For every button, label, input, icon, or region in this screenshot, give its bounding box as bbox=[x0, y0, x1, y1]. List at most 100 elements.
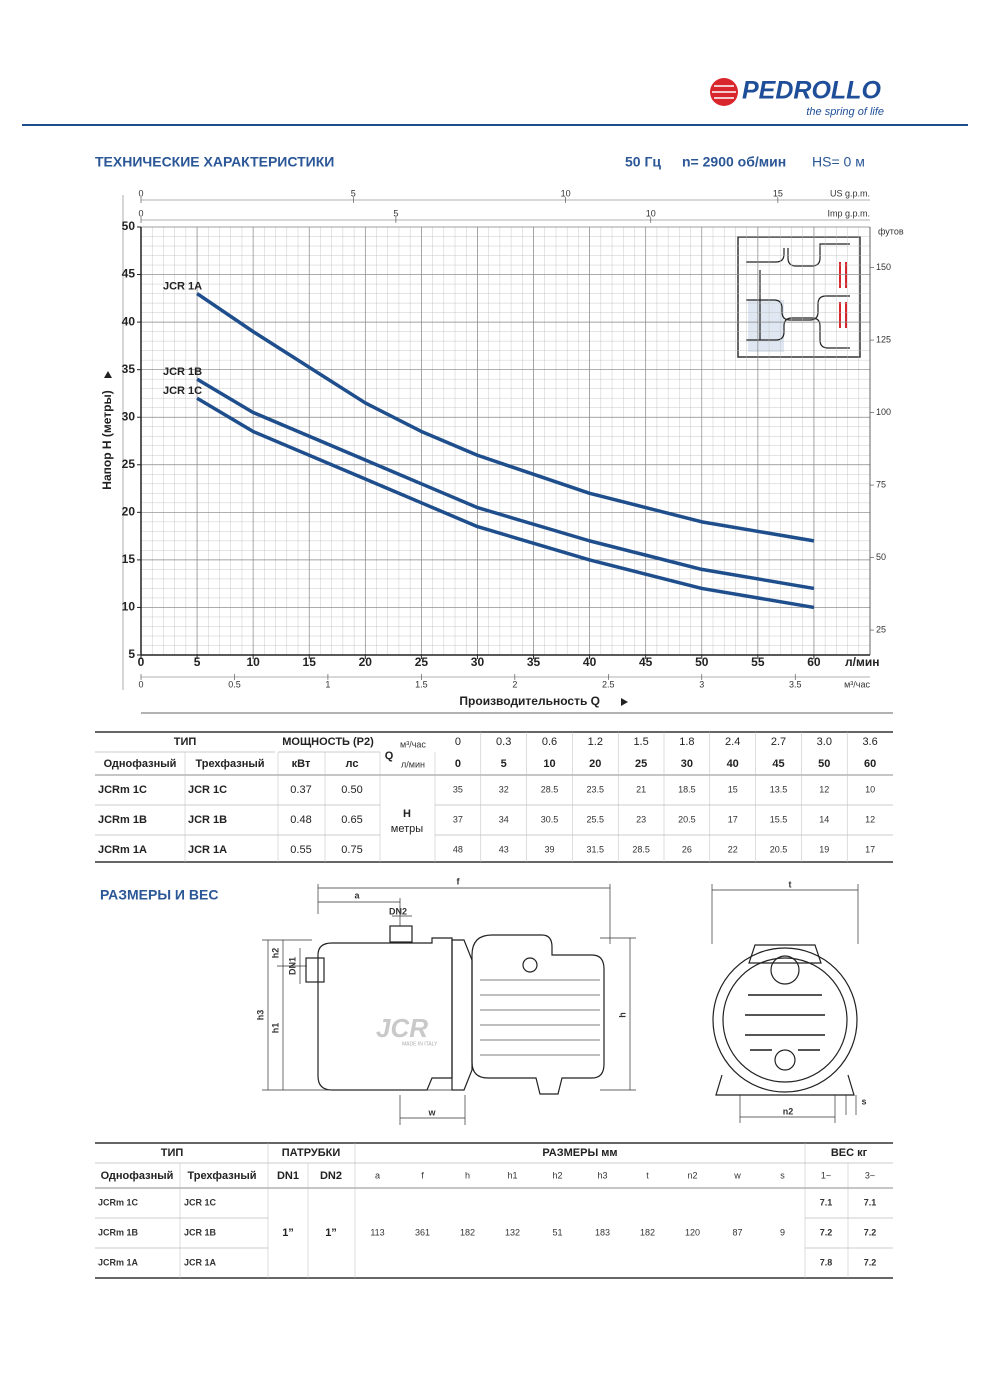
cell: 1.8 bbox=[679, 736, 694, 748]
frequency: 50 Гц bbox=[625, 154, 661, 170]
cell: ВЕС кг bbox=[831, 1147, 868, 1159]
cell: 182 bbox=[460, 1227, 475, 1237]
cell: 51 bbox=[552, 1227, 562, 1237]
cell: 10 bbox=[543, 758, 555, 770]
cell: 39 bbox=[544, 844, 554, 854]
dimension-label: h1 bbox=[270, 1023, 280, 1034]
dimension-label: a bbox=[354, 890, 360, 900]
cell: 18.5 bbox=[678, 784, 696, 794]
cell: 7.1 bbox=[864, 1197, 877, 1207]
cell: 10 bbox=[865, 784, 875, 794]
cell: f bbox=[421, 1170, 424, 1180]
cell: 40 bbox=[727, 758, 739, 770]
cell: JCRm 1C bbox=[98, 784, 147, 796]
cell: h3 bbox=[597, 1170, 607, 1180]
section-title: РАЗМЕРЫ И ВЕС bbox=[100, 887, 218, 903]
secondary-tick-label: 3 bbox=[699, 679, 704, 689]
cell: 45 bbox=[772, 758, 784, 770]
dimension-label: t bbox=[789, 879, 792, 889]
slogan: the spring of life bbox=[806, 106, 884, 118]
x-tick-label: 35 bbox=[527, 655, 541, 669]
y-tick-label: 50 bbox=[122, 219, 136, 233]
cell: 50 bbox=[818, 758, 830, 770]
cell: 25.5 bbox=[587, 814, 605, 824]
cell: Трехфазный bbox=[187, 1170, 256, 1182]
y-axis-label: Напор H (метры) bbox=[100, 390, 114, 489]
x-tick-label: 15 bbox=[303, 655, 317, 669]
cell: JCR 1B bbox=[188, 814, 227, 826]
dimension-label: h2 bbox=[270, 948, 280, 959]
cell: 37 bbox=[453, 814, 463, 824]
secondary-tick-label: 0.5 bbox=[228, 679, 241, 689]
brand: PEDROLLO bbox=[742, 77, 881, 105]
secondary-tick-label: 1.5 bbox=[415, 679, 428, 689]
cell: 9 bbox=[780, 1227, 785, 1237]
cell: 132 bbox=[505, 1227, 520, 1237]
suction: HS= 0 м bbox=[812, 154, 865, 170]
x-tick-label: 10 bbox=[246, 655, 260, 669]
x-tick-label: 50 bbox=[695, 655, 709, 669]
secondary-tick-label: 3.5 bbox=[789, 679, 802, 689]
y-tick-label: 40 bbox=[122, 314, 136, 328]
y-tick-label: 15 bbox=[122, 552, 136, 566]
secondary-tick-label: 150 bbox=[876, 262, 891, 272]
cell: 43 bbox=[499, 844, 509, 854]
cell: 1” bbox=[282, 1227, 294, 1239]
cell: 0.37 bbox=[290, 784, 311, 796]
cell: 113 bbox=[370, 1227, 384, 1237]
x-tick-label: 25 bbox=[415, 655, 429, 669]
dimension-label: n2 bbox=[783, 1106, 794, 1116]
cell: JCR 1B bbox=[184, 1227, 217, 1237]
y-tick-label: 45 bbox=[122, 267, 136, 281]
cell: 3~ bbox=[865, 1170, 875, 1180]
cell: 13.5 bbox=[770, 784, 788, 794]
x-axis-label: Производительность Q bbox=[459, 694, 600, 708]
cell: w bbox=[733, 1170, 741, 1180]
pump-side-view bbox=[262, 884, 636, 1125]
cell: t bbox=[646, 1170, 649, 1180]
dimension-label: s bbox=[861, 1096, 866, 1106]
cell: 12 bbox=[865, 814, 875, 824]
cell: РАЗМЕРЫ мм bbox=[542, 1147, 617, 1159]
dimension-label: DN2 bbox=[389, 906, 407, 916]
secondary-tick-label: 15 bbox=[773, 188, 783, 198]
cell: 1.2 bbox=[588, 736, 603, 748]
cell: 182 bbox=[640, 1227, 655, 1237]
cell: 20 bbox=[589, 758, 601, 770]
cell: 0.50 bbox=[341, 784, 362, 796]
cell: 12 bbox=[819, 784, 829, 794]
dimension-label: h3 bbox=[255, 1010, 265, 1021]
x-tick-label: 60 bbox=[807, 655, 821, 669]
secondary-tick-label: 0 bbox=[138, 188, 143, 198]
cell: H bbox=[403, 808, 411, 820]
cell: 17 bbox=[728, 814, 738, 824]
cell: JCR 1C bbox=[184, 1197, 217, 1207]
cell: 0.65 bbox=[341, 814, 362, 826]
cell: 5 bbox=[501, 758, 507, 770]
x-tick-label: 20 bbox=[359, 655, 373, 669]
cell: 35 bbox=[453, 784, 463, 794]
curve bbox=[196, 292, 815, 543]
cell: 21 bbox=[636, 784, 646, 794]
dimension-label: f bbox=[457, 876, 461, 886]
cell: 7.2 bbox=[820, 1227, 833, 1237]
cell: 7.8 bbox=[820, 1257, 833, 1267]
x-tick-label: 40 bbox=[583, 655, 597, 669]
cell: л/мин bbox=[401, 759, 425, 769]
cell: 0.6 bbox=[542, 736, 557, 748]
cell: 48 bbox=[453, 844, 463, 854]
series-label: JCR 1A bbox=[163, 280, 202, 292]
axis-unit: Imp g.p.m. bbox=[827, 208, 870, 218]
cell: 7.1 bbox=[820, 1197, 833, 1207]
cell: 361 bbox=[415, 1227, 430, 1237]
cell: ТИП bbox=[174, 736, 197, 748]
cell: 15 bbox=[728, 784, 738, 794]
secondary-tick-label: 10 bbox=[561, 188, 571, 198]
cell: h1 bbox=[507, 1170, 517, 1180]
secondary-tick-label: 25 bbox=[876, 624, 886, 634]
series-label: JCR 1C bbox=[163, 385, 202, 397]
dimension-label: w bbox=[427, 1107, 436, 1117]
cell: JCR 1A bbox=[184, 1257, 217, 1267]
cell: JCRm 1A bbox=[98, 1257, 139, 1267]
y-tick-label: 10 bbox=[122, 600, 136, 614]
